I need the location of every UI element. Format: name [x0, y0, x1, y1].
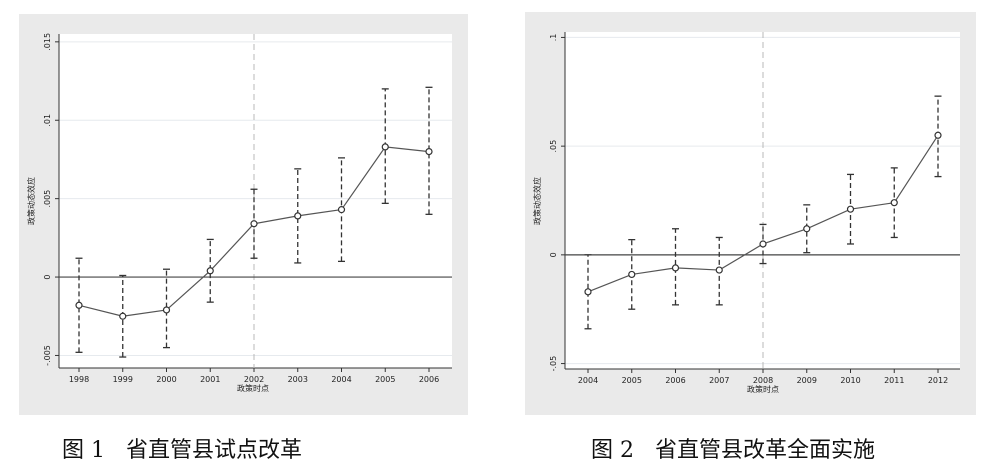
- data-point: [162, 306, 171, 314]
- data-point: [934, 131, 942, 139]
- x-tick-label: 2000: [156, 375, 176, 384]
- x-tick-label: 2003: [288, 375, 308, 384]
- y-tick-label: .1: [549, 34, 558, 42]
- data-point: [890, 199, 898, 207]
- data-point: [75, 301, 83, 309]
- y-tick-label: .015: [43, 33, 52, 51]
- x-tick-label: 2011: [884, 376, 904, 385]
- data-point: [206, 267, 214, 275]
- data-point: [381, 143, 389, 151]
- chart-panel-1: -.005 0 .005 .01 .015 1998 1999 2000 2001 2002 200…: [19, 14, 468, 415]
- plot-area: [59, 34, 452, 368]
- data-point: [803, 225, 811, 233]
- data-point: [294, 212, 302, 220]
- x-tick-label: 2008: [753, 376, 773, 385]
- chart-2: -.05 0 .05 .1 2004 2005 2006 2007 2008 2009 2010 20…: [532, 32, 960, 394]
- y-tick-label: .005: [43, 190, 52, 208]
- figure-caption-1: 图 1 省直管县试点改革: [62, 438, 302, 463]
- x-tick-label: 2004: [331, 375, 351, 384]
- x-tick-label: 2005: [375, 375, 395, 384]
- y-tick-label: .01: [43, 114, 52, 127]
- chart-1: -.005 0 .005 .01 .015 1998 1999 2000 2001 2002 200…: [26, 33, 452, 393]
- x-axis-label: 政策时点: [237, 383, 269, 393]
- data-point: [628, 270, 636, 279]
- figure-caption-2: 图 2 省直管县改革全面实施: [591, 438, 875, 463]
- data-point: [425, 148, 433, 156]
- y-tick-label: -.005: [43, 345, 52, 366]
- y-tick-label: 0: [43, 275, 52, 280]
- x-tick-label: 2009: [797, 376, 817, 385]
- x-tick-label: 2002: [244, 375, 264, 384]
- data-point: [715, 266, 723, 274]
- x-tick-label: 2007: [709, 376, 729, 385]
- x-tick-label: 2005: [622, 376, 642, 385]
- data-point: [119, 312, 127, 320]
- y-axis-label: 政策动态效应: [26, 177, 36, 225]
- y-axis-label: 政策动态效应: [532, 177, 542, 225]
- x-tick-label: 2006: [665, 376, 685, 385]
- y-tick-label: 0: [549, 252, 558, 257]
- x-axis-label: 政策时点: [747, 384, 779, 394]
- x-tick-label: 2001: [200, 375, 220, 384]
- x-tick-label: 2012: [928, 376, 948, 385]
- data-point: [584, 288, 592, 296]
- x-tick-label: 1999: [113, 375, 133, 384]
- data-point: [671, 264, 680, 272]
- chart-panel-2: -.05 0 .05 .1 2004 2005 2006 2007 2008 2009 2010 20…: [525, 12, 976, 415]
- x-tick-label: 2004: [578, 376, 598, 385]
- y-tick-label: .05: [549, 140, 558, 153]
- x-tick-label: 1998: [69, 375, 89, 384]
- x-tick-label: 2010: [840, 376, 860, 385]
- data-point: [759, 240, 767, 248]
- data-point: [846, 205, 855, 213]
- x-tick-label: 2006: [419, 375, 439, 384]
- data-point: [337, 206, 346, 214]
- y-tick-label: -.05: [549, 356, 558, 372]
- data-point: [250, 220, 258, 228]
